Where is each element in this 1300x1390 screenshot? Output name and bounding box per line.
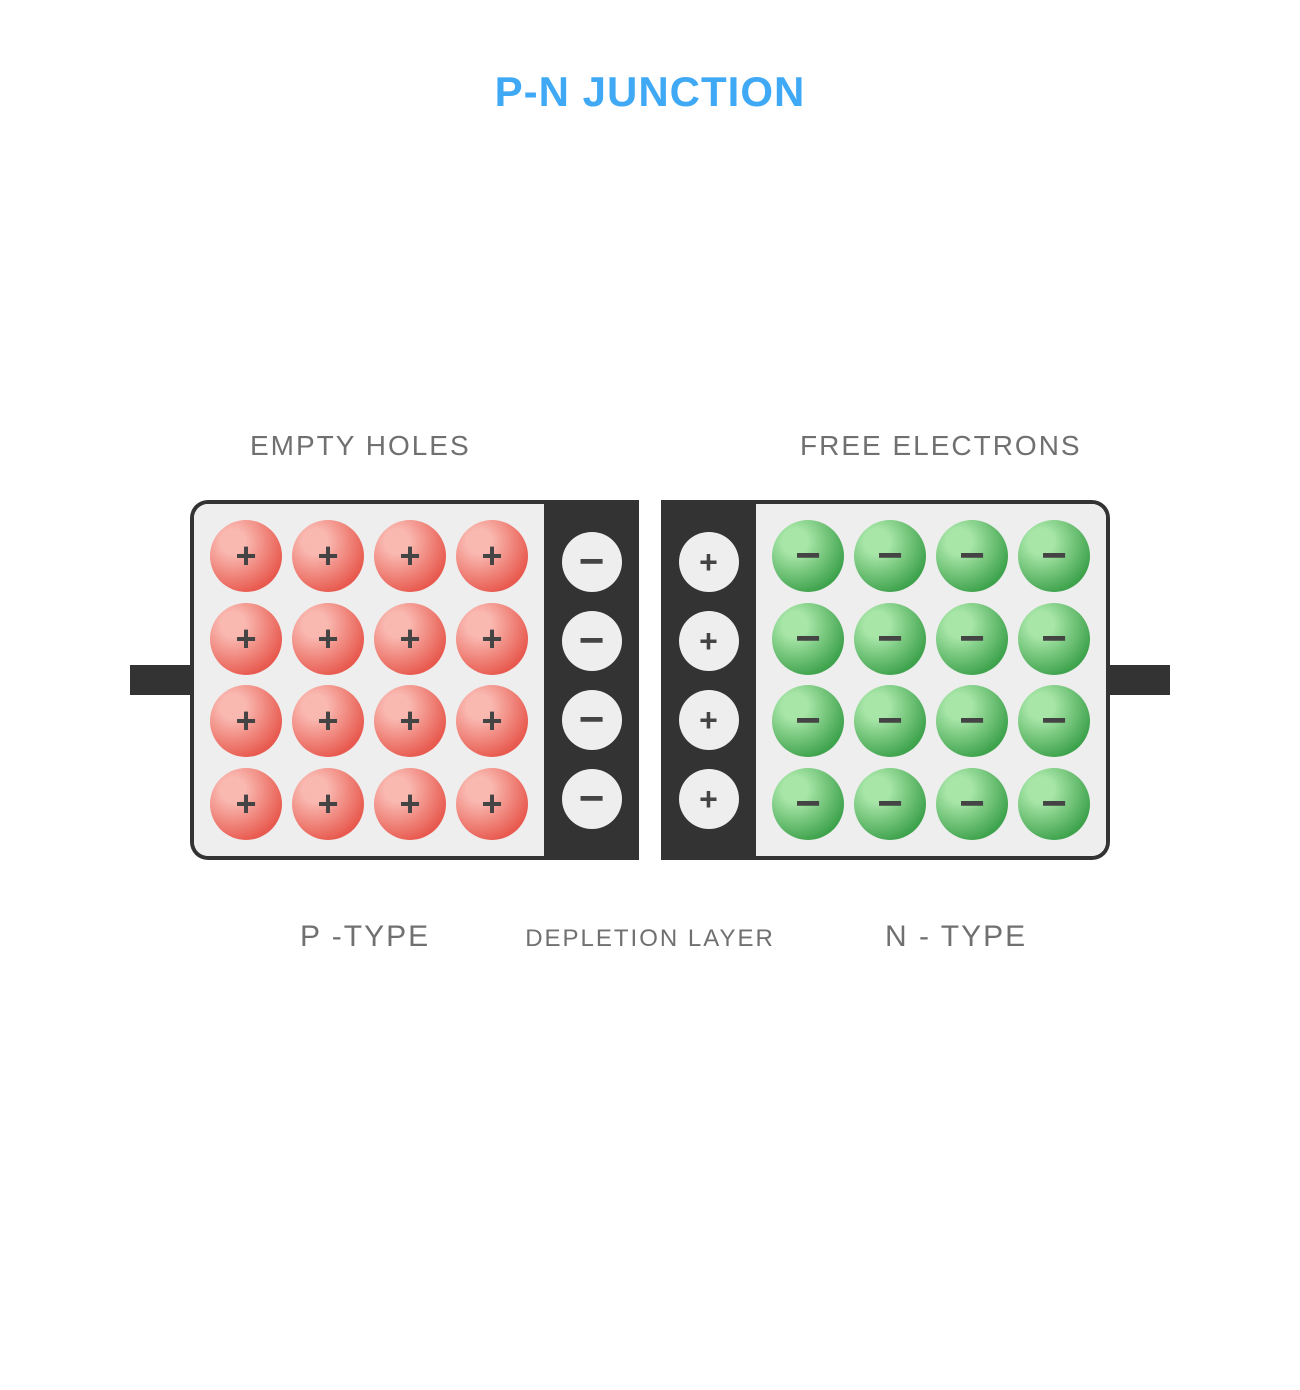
minus-sign: − — [795, 534, 821, 578]
plus-sign: + — [235, 538, 256, 574]
electron-sphere: − — [772, 520, 844, 592]
plus-sign: + — [699, 625, 718, 657]
hole-sphere: + — [456, 768, 528, 840]
electron-sphere: − — [1018, 603, 1090, 675]
hole-sphere: + — [374, 685, 446, 757]
electron-sphere: − — [854, 685, 926, 757]
junction-gap — [639, 500, 661, 860]
hole-sphere: + — [292, 603, 364, 675]
plus-sign: + — [399, 538, 420, 574]
n-side-block: + + + + − − − − − − − − − − − − − − − − — [661, 500, 1110, 860]
depletion-negative-ion: − — [562, 690, 622, 750]
minus-sign: − — [959, 617, 985, 661]
minus-sign: − — [795, 617, 821, 661]
hole-sphere: + — [374, 768, 446, 840]
plus-sign: + — [699, 546, 718, 578]
n-type-grid: − − − − − − − − − − − − − − − − — [756, 504, 1106, 856]
depletion-positive-ion: + — [679, 769, 739, 829]
depletion-column-right: + + + + — [661, 504, 756, 856]
electron-sphere: − — [936, 520, 1008, 592]
plus-sign: + — [235, 703, 256, 739]
minus-sign: − — [1041, 617, 1067, 661]
minus-sign: − — [1041, 534, 1067, 578]
minus-sign: − — [959, 699, 985, 743]
minus-sign: − — [579, 540, 605, 584]
minus-sign: − — [795, 782, 821, 826]
minus-sign: − — [1041, 782, 1067, 826]
hole-sphere: + — [292, 520, 364, 592]
lead-right — [1110, 665, 1170, 695]
minus-sign: − — [877, 699, 903, 743]
electron-sphere: − — [936, 603, 1008, 675]
electron-sphere: − — [854, 603, 926, 675]
p-side-block: + + + + + + + + + + + + + + + + − − − − — [190, 500, 639, 860]
minus-sign: − — [959, 534, 985, 578]
hole-sphere: + — [456, 603, 528, 675]
minus-sign: − — [877, 617, 903, 661]
plus-sign: + — [699, 783, 718, 815]
electron-sphere: − — [772, 768, 844, 840]
plus-sign: + — [317, 538, 338, 574]
depletion-positive-ion: + — [679, 690, 739, 750]
plus-sign: + — [317, 621, 338, 657]
minus-sign: − — [579, 619, 605, 663]
depletion-negative-ion: − — [562, 611, 622, 671]
plus-sign: + — [481, 621, 502, 657]
label-free-electrons: FREE ELECTRONS — [800, 430, 1082, 462]
minus-sign: − — [795, 699, 821, 743]
hole-sphere: + — [210, 520, 282, 592]
minus-sign: − — [877, 782, 903, 826]
depletion-negative-ion: − — [562, 769, 622, 829]
depletion-positive-ion: + — [679, 611, 739, 671]
plus-sign: + — [317, 703, 338, 739]
plus-sign: + — [481, 538, 502, 574]
electron-sphere: − — [1018, 520, 1090, 592]
electron-sphere: − — [936, 768, 1008, 840]
pn-junction-diagram: ++++++++++++++++ −−−− ++++ −−−−−−−−−−−−−… — [130, 500, 1170, 860]
hole-sphere: + — [210, 768, 282, 840]
plus-sign: + — [235, 621, 256, 657]
depletion-negative-ion: − — [562, 532, 622, 592]
hole-sphere: + — [456, 520, 528, 592]
hole-sphere: + — [210, 603, 282, 675]
minus-sign: − — [579, 698, 605, 742]
electron-sphere: − — [1018, 685, 1090, 757]
depletion-positive-ion: + — [679, 532, 739, 592]
electron-sphere: − — [1018, 768, 1090, 840]
hole-sphere: + — [374, 603, 446, 675]
plus-sign: + — [399, 786, 420, 822]
electron-sphere: − — [854, 520, 926, 592]
p-type-grid: + + + + + + + + + + + + + + + + — [194, 504, 544, 856]
electron-sphere: − — [772, 603, 844, 675]
electron-sphere: − — [854, 768, 926, 840]
hole-sphere: + — [292, 685, 364, 757]
minus-sign: − — [579, 777, 605, 821]
electron-sphere: − — [936, 685, 1008, 757]
plus-sign: + — [481, 786, 502, 822]
hole-sphere: + — [292, 768, 364, 840]
minus-sign: − — [1041, 699, 1067, 743]
minus-sign: − — [877, 534, 903, 578]
plus-sign: + — [481, 703, 502, 739]
label-n-type: N - TYPE — [885, 920, 1027, 954]
depletion-column-left: − − − − — [544, 504, 639, 856]
plus-sign: + — [399, 703, 420, 739]
hole-sphere: + — [210, 685, 282, 757]
plus-sign: + — [699, 704, 718, 736]
plus-sign: + — [235, 786, 256, 822]
diagram-title: P-N JUNCTION — [495, 68, 806, 116]
minus-sign: − — [959, 782, 985, 826]
label-p-type: P -TYPE — [300, 920, 430, 954]
hole-sphere: + — [374, 520, 446, 592]
plus-sign: + — [317, 786, 338, 822]
label-empty-holes: EMPTY HOLES — [250, 430, 471, 462]
label-depletion-layer: DEPLETION LAYER — [525, 925, 775, 953]
plus-sign: + — [399, 621, 420, 657]
hole-sphere: + — [456, 685, 528, 757]
electron-sphere: − — [772, 685, 844, 757]
lead-left — [130, 665, 190, 695]
